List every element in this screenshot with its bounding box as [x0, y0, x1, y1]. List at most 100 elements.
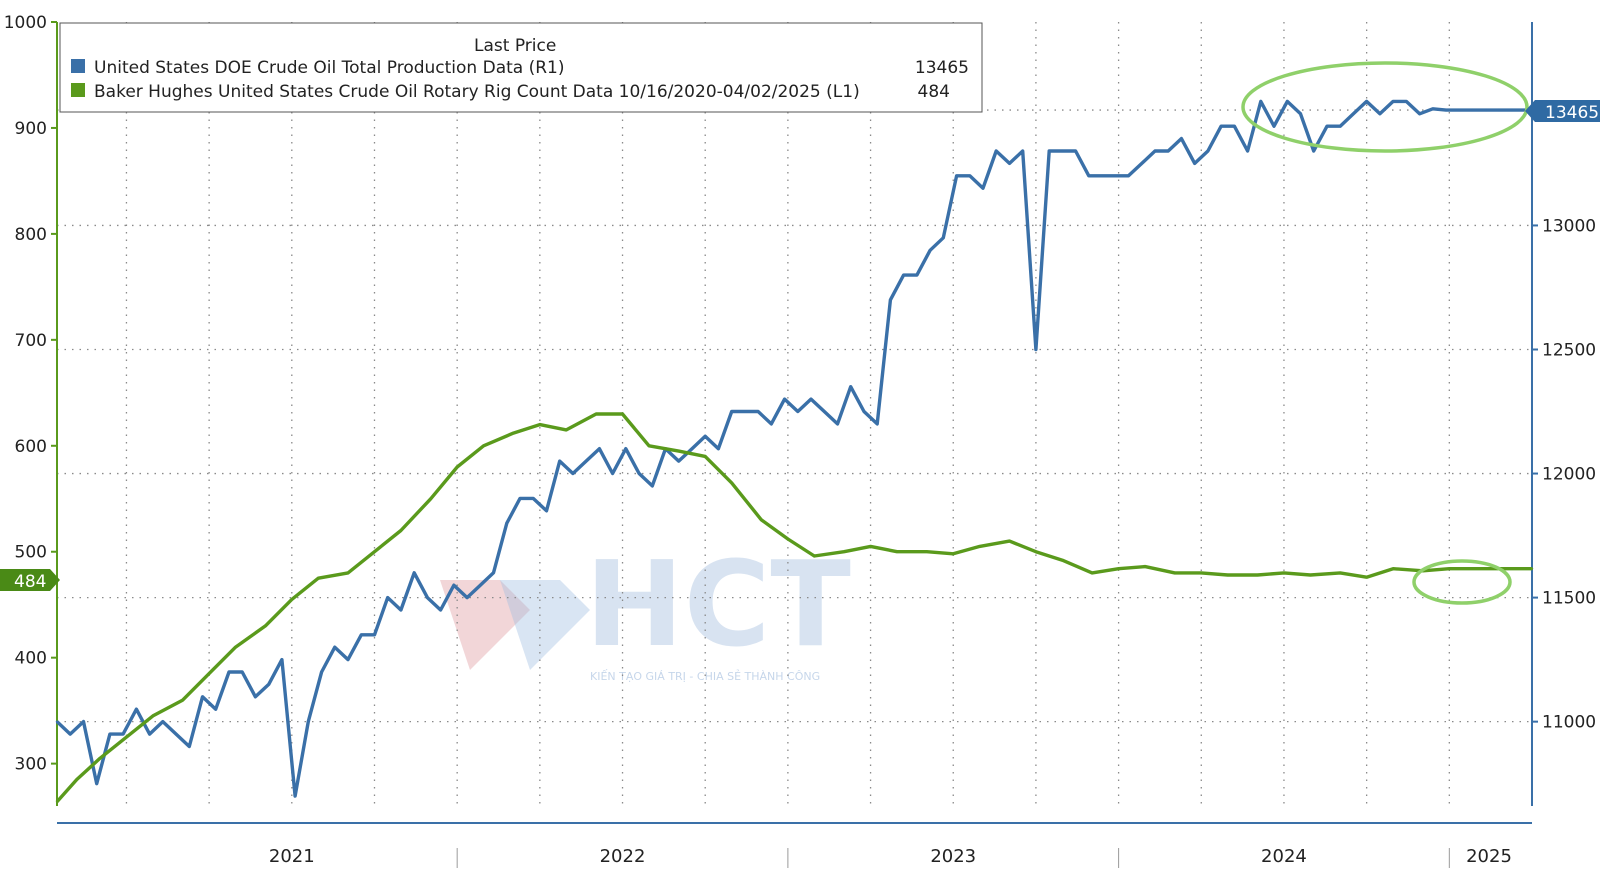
production-data-point [558, 459, 561, 463]
production-data-point [915, 273, 919, 277]
production-data-point [360, 633, 363, 637]
rig-count-data-point [647, 444, 651, 447]
rig-count-data-point [869, 545, 872, 548]
production-data-point [902, 273, 905, 277]
production-data-point [1338, 125, 1342, 128]
production-data-point [1259, 100, 1263, 103]
production-data-point [505, 521, 508, 525]
production-data-point [677, 459, 680, 463]
production-data-point [108, 732, 112, 736]
production-data-point [1087, 174, 1091, 178]
rig-count-data-point [290, 598, 294, 601]
right-badge-label: 13465 [1545, 103, 1599, 123]
series-layer [55, 99, 1534, 803]
production-data-point [1021, 149, 1024, 153]
rig-count-data-point [98, 757, 102, 760]
production-data-point [875, 422, 879, 426]
rig-count-data-point [1365, 575, 1368, 579]
rig-count-data-point [1338, 571, 1342, 575]
legend-header: Last Price [474, 36, 556, 56]
rig-count-data-point [1173, 571, 1177, 575]
production-data-point [981, 187, 985, 190]
production-data-point [1193, 162, 1196, 165]
production-data-point [293, 794, 297, 798]
rig-count-data-point [151, 714, 155, 718]
rig-count-data-point [1256, 573, 1259, 577]
rig-count-data-point [978, 545, 981, 548]
rig-count-data-point [704, 455, 707, 458]
production-data-point [598, 447, 601, 450]
rig-count-data-point [594, 412, 598, 416]
production-data-point [201, 695, 204, 699]
production-data-point [399, 608, 403, 612]
production-data-point [69, 732, 72, 736]
rig-count-data-point [75, 778, 79, 781]
production-data-point [55, 720, 59, 723]
production-data-point [651, 484, 654, 488]
rig-count-data-point [895, 550, 899, 553]
left-badge-shape [0, 569, 60, 591]
rig-count-data-point [760, 518, 763, 522]
rig-count-data-point [234, 645, 237, 649]
watermark-diamond-left [440, 580, 530, 670]
production-data-point [1272, 125, 1276, 128]
production-data-point [241, 670, 244, 674]
rig-count-data-point [813, 554, 816, 558]
production-data-point [532, 497, 535, 500]
production-data-point [412, 571, 416, 574]
x-axis-tick-label: 2022 [600, 846, 646, 867]
production-data-point [1034, 348, 1038, 351]
production-data-point [1167, 149, 1170, 153]
production-data-point [584, 459, 588, 463]
production-data-point [1471, 108, 1474, 112]
production-data-point [492, 571, 495, 574]
legend-swatch-production [71, 59, 85, 73]
production-data-point [637, 472, 641, 475]
left-axis-tick-label: 500 [15, 543, 47, 563]
production-data-point [1153, 149, 1157, 153]
production-data-point [1312, 149, 1315, 153]
rig-count-data-point [786, 537, 790, 541]
production-data-point [1325, 125, 1329, 128]
production-data-point [743, 410, 747, 413]
right-axis-tick-label: 11000 [1542, 713, 1596, 733]
production-data-point [1061, 149, 1064, 153]
x-axis-tick-label: 2025 [1466, 846, 1512, 867]
production-data-point [161, 720, 165, 723]
production-data-point [1391, 100, 1395, 103]
rig-count-data-point [429, 497, 432, 500]
production-data-point [452, 583, 456, 587]
rig-count-data-point [565, 428, 568, 432]
production-data-point [1444, 108, 1448, 112]
right-axis-tick-label: 11500 [1542, 589, 1596, 609]
production-data-point [571, 472, 575, 475]
rig-count-data-point [1143, 565, 1147, 568]
production-data-point [280, 658, 284, 661]
rig-count-data-point [1117, 567, 1120, 570]
rig-count-data-point [1090, 571, 1094, 575]
legend-box [59, 22, 983, 113]
production-data-point [439, 608, 442, 612]
production-data-point [426, 596, 429, 599]
left-axis-tick-label: 700 [15, 331, 47, 351]
production-data-point [1233, 125, 1236, 128]
right-axis-tick-label: 12500 [1542, 340, 1596, 360]
rig-count-data-point [925, 550, 928, 553]
production-data-point [1458, 108, 1461, 112]
production-data-point [955, 174, 958, 178]
production-data-point [373, 633, 376, 637]
rig-count-data-point [1448, 567, 1451, 570]
legend-label-rigs: Baker Hughes United States Crude Oil Rot… [94, 82, 860, 102]
axis-layer: 300 400 500 600 700 800 900 1000 11000 11500 12000… [4, 13, 1596, 868]
rig-count-data-point [842, 550, 846, 553]
left-axis-tick-label: 800 [15, 225, 47, 245]
production-data-point [174, 732, 178, 736]
production-data-point [809, 397, 813, 401]
production-data-point [968, 174, 971, 178]
rig-count-data-point [677, 449, 680, 453]
production-data-point [95, 782, 98, 785]
production-data-point [770, 422, 773, 426]
production-data-point [849, 385, 852, 388]
production-data-point [704, 435, 707, 438]
